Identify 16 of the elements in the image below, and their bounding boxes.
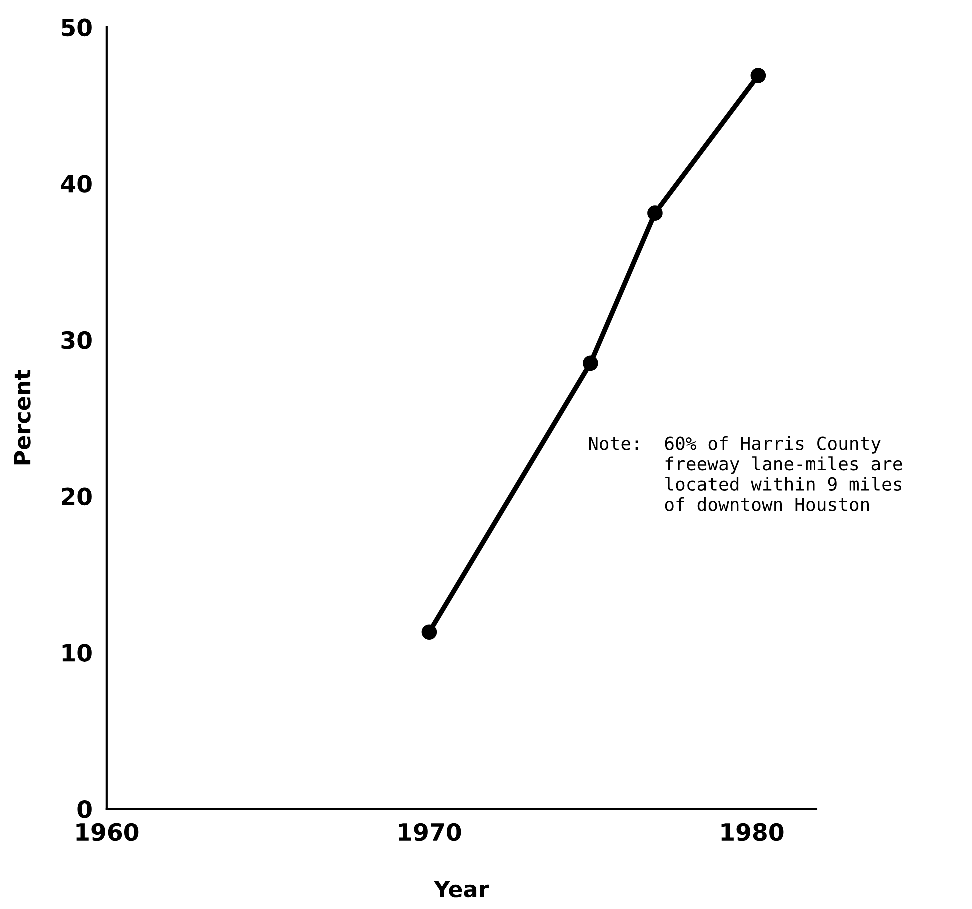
point [750, 68, 766, 84]
annotation: Note: 60% of Harris County freeway lane-miles are located within 9 miles of downtown Houston [589, 436, 902, 512]
x-tick-label: 1970 [399, 823, 462, 842]
x-tick-label: 1980 [722, 823, 784, 842]
point [583, 356, 598, 372]
y-tick-label: 20 [62, 488, 92, 506]
y-tick-label: 40 [61, 175, 92, 193]
x-axis-title: Year [434, 881, 490, 898]
point [648, 206, 663, 221]
y-tick-label: 0 [78, 800, 92, 818]
y-tick-label: 30 [62, 331, 92, 350]
y-tick-label: 10 [62, 644, 92, 662]
y-axis-title: Percent [14, 370, 31, 465]
y-tick-label: 50 [62, 18, 92, 37]
point [422, 624, 438, 640]
x-tick-label: 1960 [76, 823, 139, 842]
